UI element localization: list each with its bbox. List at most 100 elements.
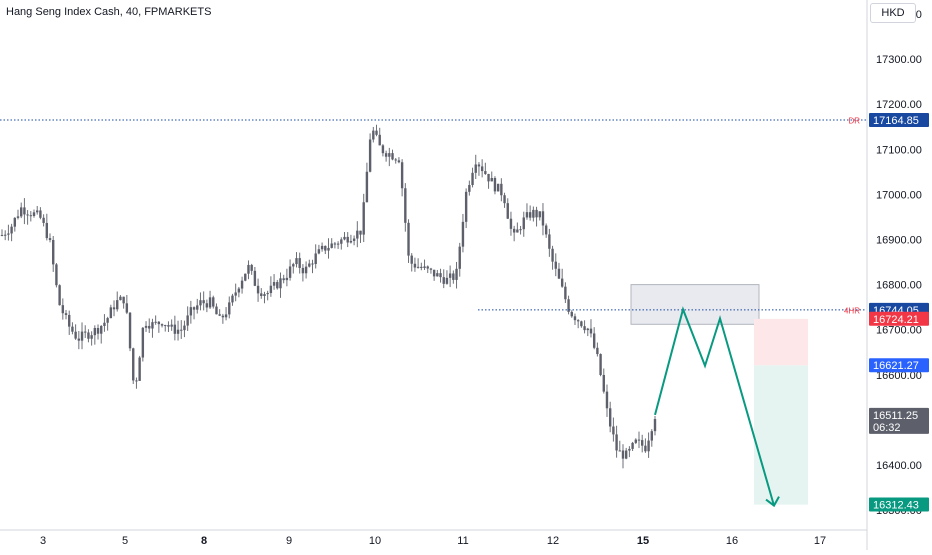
candle-body xyxy=(39,210,42,218)
candle-body xyxy=(42,217,45,223)
x-tick-label: 17 xyxy=(814,535,826,547)
candle-body xyxy=(96,327,100,334)
candle-body xyxy=(234,292,237,296)
candle-body xyxy=(199,300,202,306)
candle-body xyxy=(90,335,93,339)
candle-body xyxy=(484,171,487,174)
candle-body xyxy=(394,159,397,161)
y-tick-label: 16600.00 xyxy=(876,370,922,382)
candle-body xyxy=(327,247,330,251)
candle-body xyxy=(644,445,647,452)
candle-body xyxy=(586,328,589,331)
candle-body xyxy=(596,347,599,355)
candle-body xyxy=(205,303,209,308)
x-tick-label: 8 xyxy=(201,535,207,547)
candle-body xyxy=(538,211,541,218)
candle-body xyxy=(87,332,90,339)
price-tag-countdown: 06:32 xyxy=(873,422,901,434)
candle-body xyxy=(471,172,474,186)
candle-body xyxy=(628,448,631,451)
candle-body xyxy=(135,380,138,382)
candle-body xyxy=(439,273,442,278)
candle-body xyxy=(352,238,356,241)
candle-body xyxy=(375,130,378,135)
candle-body xyxy=(522,217,525,230)
candle-body xyxy=(436,273,439,277)
candle-body xyxy=(208,297,212,308)
candle-body xyxy=(237,288,241,293)
y-tick-label: 17000.00 xyxy=(876,189,922,201)
candle-body xyxy=(509,218,513,229)
y-tick-label: 17300.00 xyxy=(876,54,922,66)
candle-body xyxy=(516,229,519,233)
y-tick-label: 16800.00 xyxy=(876,280,922,292)
candle-body xyxy=(519,229,522,231)
candle-body xyxy=(77,338,81,341)
candle-body xyxy=(381,145,385,154)
candle-body xyxy=(407,222,410,256)
candle-body xyxy=(196,305,199,310)
candle-body xyxy=(93,327,97,336)
candle-body xyxy=(496,183,500,192)
candle-body xyxy=(132,348,135,381)
candle-body xyxy=(634,439,637,443)
candle-body xyxy=(474,164,477,173)
candle-body xyxy=(250,264,253,271)
candle-body xyxy=(221,315,225,318)
candle-body xyxy=(23,207,26,215)
x-tick-label: 12 xyxy=(547,535,559,547)
candle-body xyxy=(212,297,215,307)
candle-body xyxy=(231,295,234,303)
projection-path xyxy=(654,306,775,506)
candle-body xyxy=(55,264,58,286)
candle-body xyxy=(263,294,266,296)
y-tick-label: 16700.00 xyxy=(876,325,922,337)
candle-body xyxy=(256,285,260,294)
candle-body xyxy=(260,293,263,296)
candle-body xyxy=(189,307,193,316)
candle-body xyxy=(605,391,609,409)
currency-button[interactable]: HKD xyxy=(870,3,916,23)
candle-body xyxy=(84,331,87,333)
candle-body xyxy=(429,268,433,270)
candle-body xyxy=(560,278,564,287)
candle-body xyxy=(551,248,554,262)
candle-body xyxy=(631,442,634,449)
candle-body xyxy=(650,431,653,441)
price-tag: 16724.21 xyxy=(873,314,919,326)
candle-body xyxy=(154,321,157,323)
candle-body xyxy=(266,293,269,295)
candle-body xyxy=(493,178,497,192)
candle-body xyxy=(103,322,106,326)
candle-body xyxy=(333,243,337,245)
candle-body xyxy=(640,440,644,446)
candle-body xyxy=(288,266,292,278)
candle-body xyxy=(378,134,381,146)
candle-body xyxy=(45,222,49,239)
candle-body xyxy=(125,303,129,313)
candle-body xyxy=(592,333,596,348)
candle-body xyxy=(535,209,538,218)
candle-body xyxy=(637,439,641,441)
candle-body xyxy=(180,329,183,331)
candle-body xyxy=(400,162,404,189)
candle-body xyxy=(173,324,177,334)
candle-body xyxy=(461,221,465,247)
candle-body xyxy=(442,277,445,284)
x-tick-label: 16 xyxy=(726,535,738,547)
candle-body xyxy=(170,324,173,327)
candle-body xyxy=(20,207,23,217)
candle-body xyxy=(480,166,484,172)
candle-body xyxy=(330,243,333,248)
candle-body xyxy=(311,263,314,265)
candle-body xyxy=(512,228,516,233)
candle-body xyxy=(29,215,33,217)
candle-body xyxy=(464,191,468,222)
y-tick-label: 17100.00 xyxy=(876,144,922,156)
candle-body xyxy=(112,307,116,310)
candle-body xyxy=(647,440,650,452)
candle-body xyxy=(272,282,276,286)
candle-body xyxy=(164,325,167,327)
